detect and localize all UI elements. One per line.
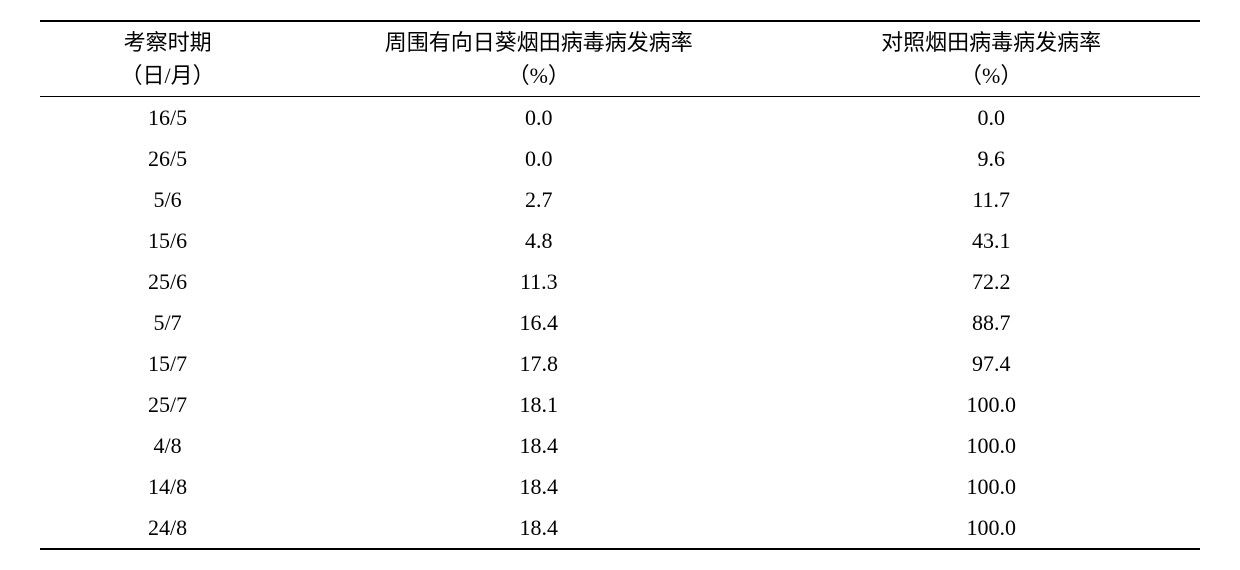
cell-control-rate: 97.4 [782, 343, 1200, 384]
cell-sunflower-rate: 18.1 [295, 384, 782, 425]
table-row: 4/8 18.4 100.0 [40, 425, 1200, 466]
cell-sunflower-rate: 16.4 [295, 302, 782, 343]
cell-control-rate: 100.0 [782, 507, 1200, 549]
cell-sunflower-rate: 0.0 [295, 97, 782, 139]
cell-sunflower-rate: 18.4 [295, 425, 782, 466]
cell-sunflower-rate: 18.4 [295, 507, 782, 549]
table-body: 16/5 0.0 0.0 26/5 0.0 9.6 5/6 2.7 11.7 1… [40, 97, 1200, 550]
cell-sunflower-rate: 18.4 [295, 466, 782, 507]
header-period: 考察时期 （日/月） [40, 21, 295, 97]
table-row: 5/7 16.4 88.7 [40, 302, 1200, 343]
table-row: 15/7 17.8 97.4 [40, 343, 1200, 384]
table-row: 16/5 0.0 0.0 [40, 97, 1200, 139]
cell-period: 25/6 [40, 261, 295, 302]
header-period-line1: 考察时期 [40, 26, 295, 59]
table-row: 15/6 4.8 43.1 [40, 220, 1200, 261]
cell-control-rate: 72.2 [782, 261, 1200, 302]
table-row: 5/6 2.7 11.7 [40, 179, 1200, 220]
cell-period: 14/8 [40, 466, 295, 507]
header-sunflower-rate: 周围有向日葵烟田病毒病发病率 （%） [295, 21, 782, 97]
table-row: 25/7 18.1 100.0 [40, 384, 1200, 425]
cell-sunflower-rate: 17.8 [295, 343, 782, 384]
cell-period: 15/6 [40, 220, 295, 261]
cell-control-rate: 100.0 [782, 466, 1200, 507]
header-period-line2: （日/月） [40, 59, 295, 92]
table-row: 26/5 0.0 9.6 [40, 138, 1200, 179]
data-table: 考察时期 （日/月） 周围有向日葵烟田病毒病发病率 （%） 对照烟田病毒病发病率… [40, 20, 1200, 550]
header-control-line2: （%） [782, 59, 1200, 92]
cell-control-rate: 9.6 [782, 138, 1200, 179]
cell-period: 26/5 [40, 138, 295, 179]
cell-sunflower-rate: 4.8 [295, 220, 782, 261]
cell-period: 16/5 [40, 97, 295, 139]
cell-period: 24/8 [40, 507, 295, 549]
cell-control-rate: 11.7 [782, 179, 1200, 220]
cell-sunflower-rate: 11.3 [295, 261, 782, 302]
cell-period: 15/7 [40, 343, 295, 384]
cell-control-rate: 100.0 [782, 384, 1200, 425]
table-header-row: 考察时期 （日/月） 周围有向日葵烟田病毒病发病率 （%） 对照烟田病毒病发病率… [40, 21, 1200, 97]
cell-sunflower-rate: 0.0 [295, 138, 782, 179]
table-row: 24/8 18.4 100.0 [40, 507, 1200, 549]
cell-period: 4/8 [40, 425, 295, 466]
cell-control-rate: 100.0 [782, 425, 1200, 466]
cell-period: 5/7 [40, 302, 295, 343]
header-sunflower-line2: （%） [295, 59, 782, 92]
header-sunflower-line1: 周围有向日葵烟田病毒病发病率 [295, 26, 782, 59]
cell-period: 25/7 [40, 384, 295, 425]
cell-period: 5/6 [40, 179, 295, 220]
cell-control-rate: 0.0 [782, 97, 1200, 139]
cell-control-rate: 88.7 [782, 302, 1200, 343]
table-row: 14/8 18.4 100.0 [40, 466, 1200, 507]
header-control-rate: 对照烟田病毒病发病率 （%） [782, 21, 1200, 97]
cell-sunflower-rate: 2.7 [295, 179, 782, 220]
table-row: 25/6 11.3 72.2 [40, 261, 1200, 302]
header-control-line1: 对照烟田病毒病发病率 [782, 26, 1200, 59]
cell-control-rate: 43.1 [782, 220, 1200, 261]
